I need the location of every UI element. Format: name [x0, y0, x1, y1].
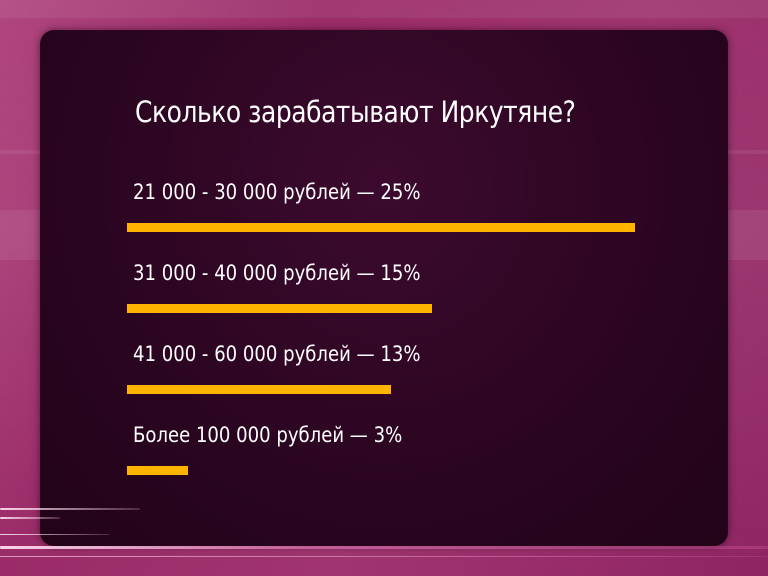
side-stripe	[0, 150, 40, 154]
bar	[127, 304, 432, 313]
side-stripe	[728, 150, 768, 154]
top-band	[0, 0, 768, 18]
chart-panel: Сколько зарабатывают Иркутяне? 21 000 - …	[40, 30, 728, 546]
light-streak	[0, 517, 60, 519]
side-band	[728, 210, 768, 260]
bar-label: Более 100 000 рублей — 3%	[133, 423, 403, 447]
bar-label: 21 000 - 30 000 рублей — 25%	[133, 180, 421, 204]
light-streak	[0, 546, 768, 549]
chart-title: Сколько зарабатывают Иркутяне?	[135, 95, 576, 129]
light-streak	[0, 508, 140, 510]
bar	[127, 466, 188, 475]
bar	[127, 385, 391, 394]
side-band	[0, 210, 40, 260]
bar-label: 31 000 - 40 000 рублей — 15%	[133, 261, 421, 285]
bar	[127, 223, 635, 232]
bar-label: 41 000 - 60 000 рублей — 13%	[133, 342, 421, 366]
light-streak	[0, 556, 768, 557]
light-streak	[0, 534, 110, 535]
